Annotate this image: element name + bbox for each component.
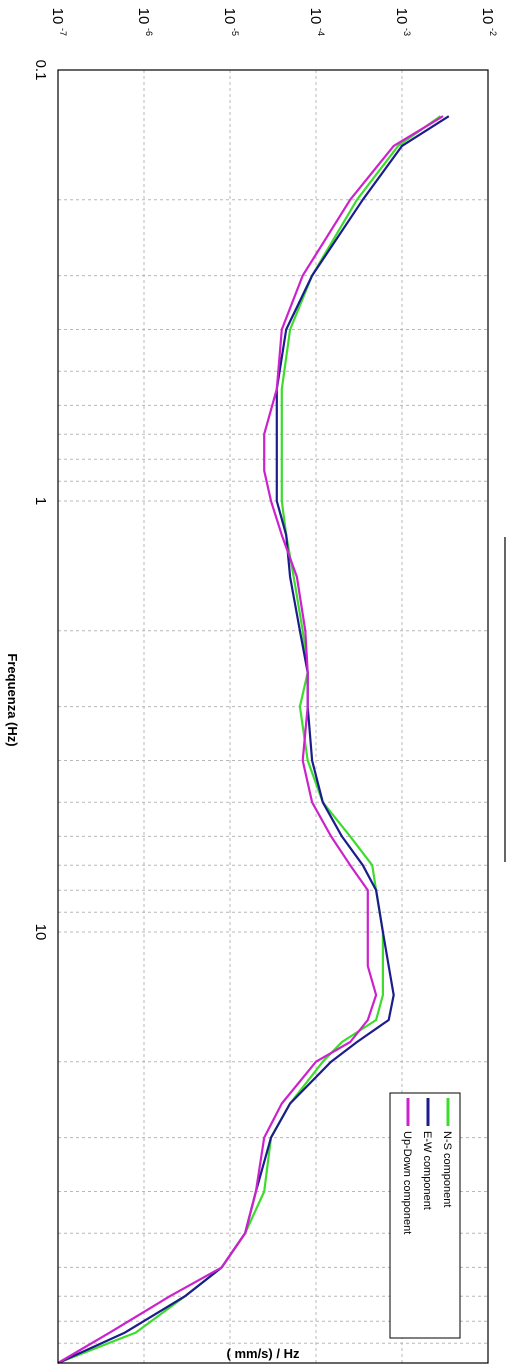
series-lines: [57, 115, 450, 1365]
y-tick-label: 10-2: [479, 8, 498, 36]
y-tick-label: 10-7: [49, 8, 68, 36]
series-line: [57, 115, 450, 1365]
y-axis-label: ( mm/s) / Hz: [227, 1346, 300, 1361]
y-tick-base: 10: [135, 8, 152, 25]
y-tick-base: 10: [307, 8, 324, 25]
plot-frame: [57, 69, 489, 1364]
x-tick-label: 10: [32, 924, 49, 941]
series-line: [57, 115, 444, 1364]
y-tick-label: 10-6: [135, 8, 154, 36]
y-tick-base: 10: [479, 8, 496, 25]
y-tick-exponent: -2: [488, 28, 498, 36]
y-tick-label: 10-4: [307, 8, 326, 36]
y-tick-label: 10-3: [393, 8, 412, 36]
series-line: [57, 115, 442, 1365]
legend-label: E-W component: [421, 1131, 433, 1210]
y-tick-exponent: -6: [144, 28, 154, 36]
legend-label: Up-Down component: [401, 1131, 413, 1234]
y-tick-exponent: -7: [58, 28, 68, 36]
legend-box: [389, 1092, 461, 1339]
x-axis-label: Frequenza (Hz): [5, 653, 20, 746]
y-tick-exponent: -4: [316, 28, 326, 36]
legend: N-S component E-W component Up-Down compon…: [389, 1092, 461, 1339]
y-tick-exponent: -5: [230, 28, 240, 36]
legend-label: N-S component: [441, 1131, 453, 1207]
x-tick-label: 0.1: [32, 60, 49, 81]
y-tick-base: 10: [221, 8, 238, 25]
y-tick-base: 10: [393, 8, 410, 25]
y-tick-exponent: -3: [402, 28, 412, 36]
y-tick-label: 10-5: [221, 8, 240, 36]
x-tick-label: 1: [32, 497, 49, 505]
y-tick-base: 10: [49, 8, 66, 25]
